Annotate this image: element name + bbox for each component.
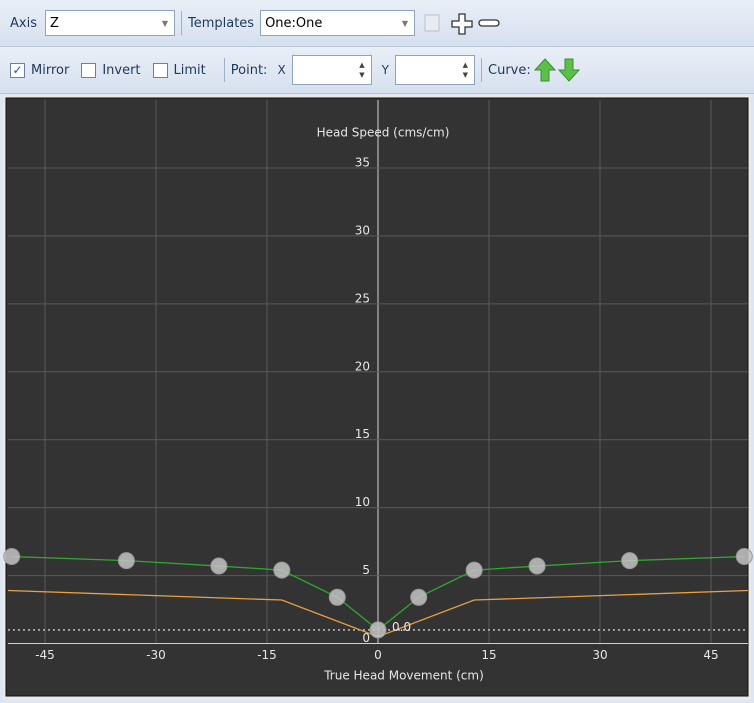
y-tick-label: 30 xyxy=(355,223,370,237)
x-tick-label: -45 xyxy=(35,648,55,662)
y-tick-label: 0 xyxy=(362,631,370,645)
curve-buttons xyxy=(533,58,580,82)
curve-up-button[interactable] xyxy=(533,58,556,82)
control-point xyxy=(273,561,291,579)
chart: Head Speed (cms/cm) True Head Movement (… xyxy=(3,95,753,700)
axis-select[interactable]: Z ▼ xyxy=(44,10,175,36)
x-tick-label: -15 xyxy=(257,648,277,662)
point-label: Point: xyxy=(230,62,268,78)
control-point xyxy=(117,552,135,570)
checkbox[interactable] xyxy=(81,62,97,78)
plot-background xyxy=(5,97,749,697)
templates-value: One:One xyxy=(265,15,323,31)
templates-label: Templates xyxy=(187,15,255,31)
checkbox-label: Mirror xyxy=(31,62,70,78)
annotation: 0.0 xyxy=(392,620,411,634)
control-point xyxy=(328,588,346,606)
checkbox-label: Limit xyxy=(173,62,206,78)
remove-button[interactable] xyxy=(478,19,500,27)
checkbox[interactable]: ✓ xyxy=(10,62,25,78)
checkbox-label: Invert xyxy=(102,62,141,78)
y-axis-title: Head Speed (cms/cm) xyxy=(317,126,450,140)
control-point xyxy=(369,621,387,639)
control-point xyxy=(735,548,753,566)
x-axis-title: True Head Movement (cm) xyxy=(323,669,484,683)
toolbar-top: Axis Z ▼ Templates One:One ▼ xyxy=(0,0,754,47)
control-point xyxy=(3,548,21,566)
x-tick-label: 15 xyxy=(481,648,496,662)
grid xyxy=(8,100,748,644)
add-button[interactable] xyxy=(451,13,473,35)
control-point xyxy=(410,588,428,606)
x-label: X xyxy=(277,63,286,77)
y-spinner[interactable]: ▲ ▼ xyxy=(395,55,476,85)
control-point xyxy=(210,557,228,575)
x-tick-label: 0 xyxy=(374,648,382,662)
curve-down-button[interactable] xyxy=(557,58,580,82)
y-tick-label: 15 xyxy=(355,427,370,441)
control-point xyxy=(528,557,546,575)
x-tick-label: 30 xyxy=(592,648,607,662)
y-tick-label: 20 xyxy=(355,359,370,373)
templates-select[interactable]: One:One ▼ xyxy=(260,10,416,36)
copy-button[interactable] xyxy=(424,14,440,32)
control-point xyxy=(621,552,639,570)
template-buttons xyxy=(424,13,500,35)
x-tick-label: -30 xyxy=(146,648,166,662)
x-spinner[interactable]: ▲ ▼ xyxy=(291,55,372,85)
x-tick-label: 45 xyxy=(703,648,718,662)
checkbox[interactable] xyxy=(152,62,168,78)
y-label: Y xyxy=(381,63,390,77)
y-tick-label: 10 xyxy=(355,495,370,509)
y-tick-label: 5 xyxy=(362,563,370,577)
axis-label: Axis xyxy=(10,15,37,31)
checkbox-group: ✓ Mirror Invert Limit xyxy=(10,62,218,78)
separator xyxy=(481,58,483,82)
y-tick-label: 35 xyxy=(355,155,370,169)
separator xyxy=(180,11,182,35)
axis-value: Z xyxy=(49,15,59,31)
curve-label: Curve: xyxy=(488,62,531,78)
separator xyxy=(223,58,225,82)
toolbar-bottom: ✓ Mirror Invert Limit Point: X ▲ ▼ Y ▲ ▼ Curv… xyxy=(0,47,754,94)
control-point xyxy=(465,561,483,579)
y-tick-label: 25 xyxy=(355,291,370,305)
